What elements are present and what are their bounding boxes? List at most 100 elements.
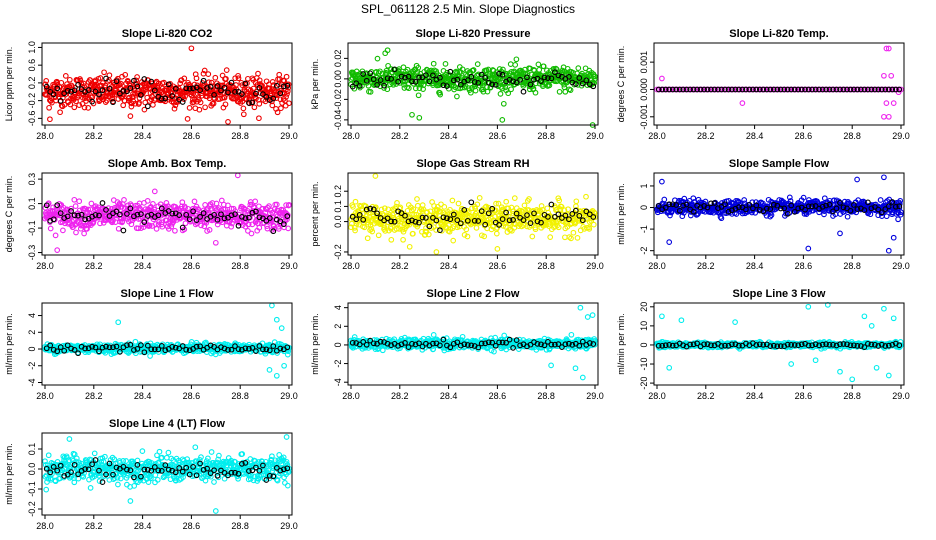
y-axis: -0.04-0.020.000.02: [333, 50, 348, 130]
data-point: [470, 67, 477, 73]
data-point: [96, 91, 102, 98]
data-point: [161, 79, 167, 86]
data-point: [669, 86, 676, 93]
data-point: [513, 56, 520, 63]
data-point: [213, 200, 220, 207]
data-point: [113, 78, 120, 85]
data-point: [455, 200, 462, 207]
y-axis-label: degrees C per min.: [4, 176, 14, 253]
data-point: [798, 86, 805, 93]
data-point: [844, 86, 850, 93]
panel-title: Slope Gas Stream RH: [416, 158, 529, 170]
data-points: [348, 173, 598, 255]
plot-frame: [653, 42, 905, 126]
data-point: [454, 93, 460, 100]
data-point: [517, 76, 523, 83]
y-axis: -2-101: [639, 183, 654, 255]
data-point: [507, 61, 514, 67]
data-point: [680, 86, 686, 93]
y-tick-label: 0.1: [27, 197, 37, 210]
data-point: [400, 236, 406, 243]
data-point: [409, 78, 415, 85]
data-point: [683, 86, 690, 93]
data-point: [437, 91, 444, 98]
data-point: [858, 86, 864, 93]
data-point: [92, 88, 99, 95]
data-point: [579, 80, 586, 87]
data-point: [116, 81, 123, 88]
data-point: [109, 95, 116, 102]
data-point: [499, 71, 506, 78]
data-point: [546, 82, 553, 89]
data-point: [124, 88, 130, 95]
data-point: [235, 75, 242, 82]
panel-title: Slope Li-820 CO2: [122, 28, 212, 40]
data-point: [493, 230, 500, 237]
y-tick-label: -0.001: [639, 104, 649, 130]
data-point: [93, 81, 100, 88]
x-tick-label: 28.6: [489, 261, 507, 271]
data-point: [511, 195, 518, 201]
data-point: [531, 76, 537, 83]
data-point: [805, 245, 812, 252]
plot-frame: [347, 42, 599, 126]
data-point: [58, 79, 65, 86]
data-point: [76, 102, 83, 108]
data-point: [590, 83, 597, 90]
data-point: [795, 86, 802, 93]
data-point: [505, 90, 512, 97]
data-point: [573, 198, 580, 205]
y-tick-label: -2: [27, 362, 37, 370]
data-point: [165, 81, 172, 88]
data-point: [883, 213, 890, 220]
data-point: [732, 86, 739, 93]
data-point: [76, 198, 83, 205]
data-point: [71, 87, 78, 94]
panel-4: Slope Amb. Box Temp.28.0 28.2 28.4 28.6 28.8…: [4, 158, 298, 271]
data-point: [475, 80, 482, 86]
y-axis: -0.20.00.10.2: [333, 185, 348, 260]
data-points: [42, 172, 292, 253]
data-point: [567, 87, 574, 93]
x-tick-label: 28.8: [231, 131, 249, 141]
data-point: [440, 82, 447, 89]
y-tick-label: -0.2: [27, 93, 37, 109]
data-point: [179, 199, 186, 206]
data-point: [222, 101, 229, 108]
data-point: [133, 77, 140, 84]
data-point: [402, 74, 408, 81]
data-point: [284, 82, 291, 89]
data-point: [239, 91, 245, 97]
data-point: [72, 84, 78, 91]
data-point: [885, 113, 892, 120]
data-point: [240, 105, 247, 112]
data-point: [250, 85, 257, 92]
data-point: [472, 87, 479, 94]
data-point: [447, 72, 453, 79]
data-point: [770, 86, 777, 93]
data-point: [52, 232, 59, 239]
panel-title: Slope Li-820 Pressure: [416, 28, 531, 40]
data-point: [885, 86, 892, 93]
data-point: [178, 77, 185, 83]
x-tick-label: 28.0: [36, 131, 54, 141]
x-tick-label: 28.6: [489, 131, 507, 141]
data-point: [374, 55, 381, 62]
data-point: [574, 235, 581, 241]
data-point: [826, 86, 833, 93]
data-point: [489, 81, 496, 88]
data-point: [110, 99, 116, 106]
data-point: [788, 86, 795, 93]
x-tick-label: 28.6: [183, 391, 201, 401]
data-point: [520, 88, 527, 95]
data-point: [285, 81, 292, 88]
data-point: [575, 65, 582, 71]
data-point: [75, 81, 81, 88]
data-point: [218, 87, 224, 94]
data-point: [510, 78, 516, 85]
y-axis-label: kPa per min.: [310, 59, 320, 110]
data-point: [552, 69, 558, 76]
y-tick-label: -0.02: [333, 89, 343, 110]
data-point: [881, 174, 887, 181]
